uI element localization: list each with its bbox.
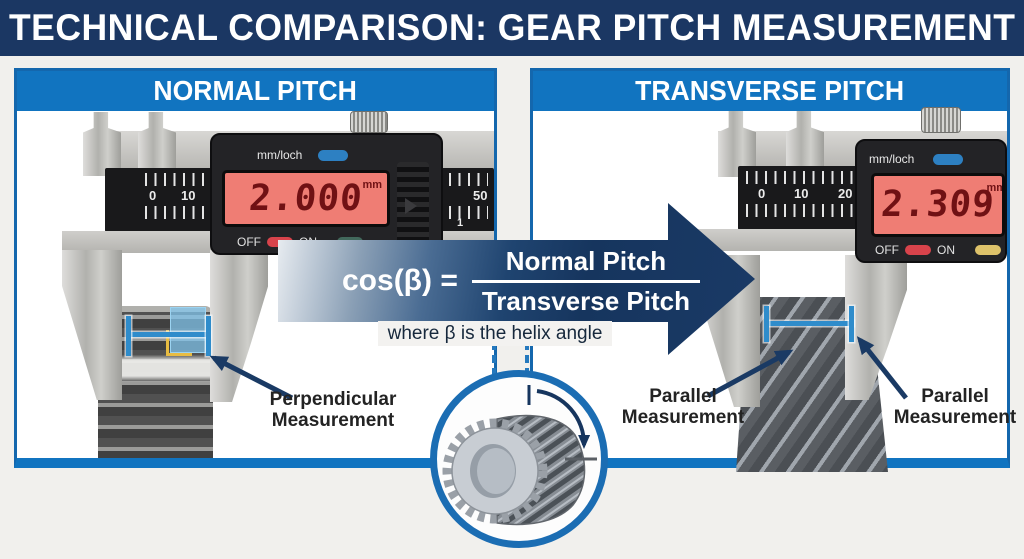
parallel-label-left: Parallel Measurement bbox=[621, 386, 745, 429]
digital-display: mm/loch 2.309 mm OFF ON ZERO bbox=[855, 139, 1007, 263]
measure-bracket-bar bbox=[766, 321, 854, 326]
on-label: ON bbox=[937, 243, 955, 257]
panel-normal-pitch: NORMAL PITCH 0 10 20 50 1 mm/loch bbox=[14, 68, 497, 468]
panel-transverse-content: 0 10 20 mm/loch 2.309 mm OFF ON bbox=[533, 107, 1016, 472]
mode-button bbox=[933, 154, 963, 165]
thumb-roller bbox=[397, 162, 429, 252]
ruler-number: 0 bbox=[758, 186, 766, 201]
thumb-screw bbox=[350, 111, 388, 133]
ruler-number: 10 bbox=[794, 186, 809, 201]
page-title: TECHNICAL COMPARISON: GEAR PITCH MEASURE… bbox=[8, 7, 1016, 48]
right-angle-mark bbox=[166, 330, 192, 356]
ruler-number: 0 bbox=[149, 188, 157, 203]
off-label: OFF bbox=[875, 243, 899, 257]
header-bar: TECHNICAL COMPARISON: GEAR PITCH MEASURE… bbox=[0, 0, 1024, 56]
ruler-number: 10 bbox=[181, 188, 196, 203]
panel-normal-title-bar: NORMAL PITCH bbox=[17, 71, 494, 111]
perpendicular-arrow bbox=[209, 355, 294, 401]
measure-bracket-end bbox=[206, 316, 211, 356]
lcd-screen: 2.309 mm bbox=[871, 173, 1005, 237]
lcd-unit: mm bbox=[986, 182, 1005, 194]
lcd-screen: 2.000 mm bbox=[222, 170, 390, 227]
helix-gear-circle bbox=[430, 370, 608, 548]
digital-display: mm/loch 2.000 mm OFF ON bbox=[210, 133, 443, 255]
caliper-upper-jaw bbox=[138, 112, 176, 176]
off-label: OFF bbox=[237, 235, 261, 249]
gear-bore bbox=[477, 448, 515, 494]
helix-note: where β is the helix angle bbox=[355, 321, 635, 346]
parallel-arrow-right bbox=[856, 336, 908, 400]
formula-numerator: Normal Pitch bbox=[505, 245, 667, 276]
mode-button bbox=[318, 150, 348, 161]
ruler-inch-number: 1 bbox=[457, 217, 464, 229]
ruler-number: 20 bbox=[838, 186, 853, 201]
parallel-label-right: Parallel Measurement bbox=[893, 386, 1017, 429]
panel-transverse-title: TRANSVERSE PITCH bbox=[635, 75, 905, 106]
panel-normal-title: NORMAL PITCH bbox=[153, 75, 358, 106]
formula-denominator: Transverse Pitch bbox=[481, 285, 690, 316]
formula: cos(β) = Normal Pitch Transverse Pitch bbox=[342, 240, 700, 322]
measure-bracket-end bbox=[764, 306, 769, 342]
caliper-lower-jaw-left bbox=[62, 250, 122, 400]
lcd-unit: mm bbox=[362, 179, 382, 191]
connector-dash-left bbox=[492, 316, 496, 376]
ruler-number: 50 bbox=[473, 188, 488, 203]
measure-bracket-end bbox=[849, 306, 854, 342]
helical-gear-illustration bbox=[442, 385, 597, 526]
mode-label: mm/loch bbox=[257, 148, 303, 162]
zero-button bbox=[975, 245, 1001, 255]
perpendicular-label: Perpendicular Measurement bbox=[269, 389, 397, 432]
off-button bbox=[905, 245, 931, 255]
caliper-upper-jaw bbox=[83, 112, 121, 176]
highlighted-tooth bbox=[170, 307, 206, 353]
formula-lhs: cos(β) = bbox=[342, 264, 458, 297]
parallel-arrow-left bbox=[706, 349, 794, 399]
helix-angle-arc-arrow bbox=[536, 389, 591, 449]
panel-transverse-title-bar: TRANSVERSE PITCH bbox=[533, 71, 1007, 111]
thumb-screw bbox=[921, 107, 961, 133]
fraction-bar bbox=[471, 279, 700, 283]
panel-normal-content: 0 10 20 50 1 mm/loch 2.000 mm O bbox=[17, 111, 494, 458]
mode-label: mm/loch bbox=[869, 152, 915, 166]
formula-fraction: Normal Pitch Transverse Pitch bbox=[471, 245, 700, 317]
connector-dash-right bbox=[525, 316, 529, 376]
gear-teeth-ring bbox=[442, 418, 548, 524]
measure-bracket-bar bbox=[128, 332, 210, 337]
lcd-reading: 2.309 bbox=[879, 184, 997, 225]
measure-bracket-end bbox=[126, 316, 131, 356]
